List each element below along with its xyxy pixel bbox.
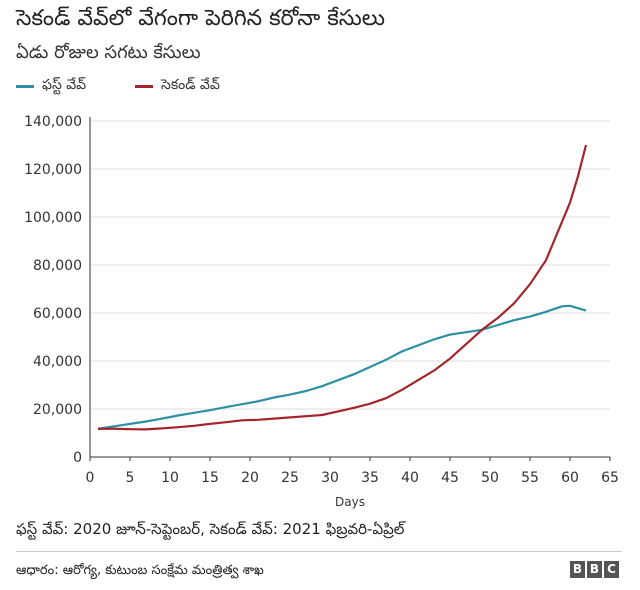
source-note: ఆధారం: ఆరోగ్య, కుటుంబ సంక్షేమ మంత్రిత్వ … (16, 563, 264, 578)
series-line-second-wave (97, 144, 588, 431)
grid-lines (90, 120, 610, 410)
legend-item-first-wave: ఫస్ట్ వేవ్ (16, 76, 86, 96)
chart-subtitle: ఏడు రోజుల సగటు కేసులు (16, 42, 201, 63)
x-tick-label: 50 (481, 470, 499, 486)
x-axis-label: Days (335, 495, 365, 509)
y-tick-label: 20,000 (33, 402, 82, 418)
y-tick-label: 120,000 (24, 162, 82, 178)
divider (16, 551, 622, 552)
legend-label-second-wave: సెకండ్ వేవ్ (161, 76, 220, 93)
logo-letter: B (570, 561, 585, 578)
x-tick-label: 20 (241, 470, 259, 486)
bbc-logo: B B C (570, 561, 619, 578)
y-tick-label: 40,000 (33, 354, 82, 370)
series-lines (97, 144, 588, 431)
x-tick-label: 30 (321, 470, 339, 486)
footnote: ఫస్ట్ వేవ్: 2020 జూన్-సెప్టెంబర్, సెకండ్… (16, 520, 405, 538)
legend-label-first-wave: ఫస్ట్ వేవ్ (42, 76, 87, 93)
legend-swatch-first-wave (16, 84, 34, 88)
legend-item-second-wave: సెకండ్ వేవ్ (135, 76, 220, 96)
x-tick-label: 15 (201, 470, 219, 486)
x-tick-label: 40 (401, 470, 419, 486)
legend-swatch-second-wave (135, 84, 153, 88)
x-tick-label: 10 (161, 470, 179, 486)
logo-letter: B (587, 561, 602, 578)
y-tick-label: 60,000 (33, 306, 82, 322)
x-tick-label: 45 (441, 470, 459, 486)
x-tick-label: 65 (601, 470, 619, 486)
axes: 0 20,000 40,000 60,000 80,000 100,000 120,000 1… (24, 114, 619, 486)
series-line-first-wave (97, 304, 587, 430)
x-tick-label: 60 (561, 470, 579, 486)
x-tick-label: 0 (86, 470, 95, 486)
y-tick-label: 0 (73, 450, 82, 466)
x-tick-label: 35 (361, 470, 379, 486)
x-tick-label: 25 (281, 470, 299, 486)
y-tick-label: 80,000 (33, 258, 82, 274)
line-chart: 0 20,000 40,000 60,000 80,000 100,000 120,000 1… (24, 114, 619, 509)
x-tick-label: 55 (521, 470, 539, 486)
y-tick-label: 140,000 (24, 114, 82, 130)
logo-letter: C (604, 561, 619, 578)
y-tick-label: 100,000 (24, 210, 82, 226)
x-tick-label: 5 (126, 470, 135, 486)
chart-title: సెకండ్ వేవ్‌లో వేగంగా పెరిగిన కరోనా కేసు… (16, 6, 385, 31)
